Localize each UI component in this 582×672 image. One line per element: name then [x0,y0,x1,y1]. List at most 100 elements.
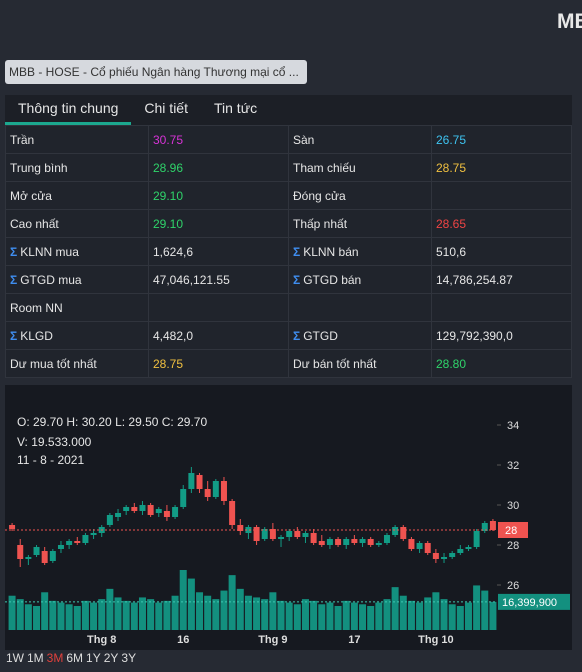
volume-bar [33,606,41,630]
candle-body [416,543,423,549]
candle-body [408,539,415,549]
candle-body [457,549,464,553]
candle-body [286,531,293,537]
y-tick-label: 30 [507,500,519,512]
x-tick-label: 17 [348,634,360,646]
candle-body [278,537,285,539]
label: Room NN [10,300,63,315]
x-tick-label: 16 [177,634,189,646]
table-row: Trung bình 28.96 Tham chiếu 28.75 [5,153,572,182]
cell-label: Mở cửa [5,181,149,210]
label: GTGD [303,328,338,343]
range-button[interactable]: 6M [66,651,84,665]
label: KLGD [20,328,53,343]
volume-bar [155,602,163,630]
cell-value: 30.75 [148,125,289,154]
sigma-icon: Σ [293,244,301,259]
volume-bar [114,597,122,630]
candle-body [326,539,333,545]
cell-label: Σ GTGD [288,321,432,350]
tab[interactable]: Tin tức [213,100,258,116]
volume-bar [196,592,204,630]
volume-bar [269,592,277,630]
cell-label: Tham chiếu [288,153,432,182]
candle-body [90,533,97,535]
range-button[interactable]: 1W [6,651,24,665]
x-tick-label: Thg 9 [258,634,287,646]
volume-bar [147,599,155,630]
sigma-icon: Σ [10,244,18,259]
candle-body [147,505,154,515]
candle-body [180,489,187,507]
y-tick-label: 34 [507,420,519,432]
tab[interactable]: Chi tiết [144,100,188,116]
volume-bar [98,599,106,630]
tab[interactable]: Thông tin chung [5,95,132,125]
volume-bar [293,604,301,630]
range-button[interactable]: 2Y [103,651,119,665]
candle-body [261,529,268,539]
table-row: Mở cửa 29.10 Đóng cửa [5,181,572,210]
volume-bar [16,599,24,630]
cell-value: 28.75 [431,153,572,182]
volume-bar [424,597,432,630]
volume-bar [489,601,497,630]
volume-bar [106,588,114,630]
volume-info: V: 19.533.000 [17,435,92,449]
symbol-button[interactable]: MBB - HOSE - Cổ phiếu Ngân hàng Thương m… [5,60,307,84]
candle-body [294,531,301,537]
cell-label: Room NN [5,293,149,322]
candle-body [359,539,366,543]
cell-label: Trung bình [5,153,149,182]
candle-body [310,533,317,543]
volume-bar [432,592,440,630]
cell-label: Thấp nhất [288,209,432,238]
cell-label: Σ GTGD mua [5,265,149,294]
sigma-icon: Σ [10,328,18,343]
volume-bar [24,604,32,630]
volume-bar [179,570,187,630]
candle-body [188,473,195,489]
range-button[interactable]: 1M [27,651,44,665]
label: Tham chiếu [293,160,356,175]
volume-bar [448,604,456,630]
candle-body [432,553,439,559]
candle-body [253,527,260,541]
candle-body [335,539,342,545]
label: GTGD mua [20,272,82,287]
range-button[interactable]: 3M [46,651,64,665]
range-button[interactable]: 1Y [86,651,101,665]
table-row: Σ KLGD 4,482,0 Σ GTGD 129,792,390,0 [5,321,572,350]
volume-bar [212,599,220,630]
volume-bar [163,600,171,630]
candle-body [375,543,382,545]
volume-bar [81,600,89,630]
volume-bar [8,595,16,630]
volume-bar [204,595,212,630]
cell-label: Dư bán tốt nhất [288,349,432,378]
cell-label: Σ KLGD [5,321,149,350]
volume-bar [220,590,228,630]
volume-bar [456,606,464,630]
cell-value: 28.65 [431,209,572,238]
label: Dư bán tốt nhất [293,356,377,371]
tabs: Thông tin chung Chi tiết Tin tức [5,95,572,125]
label: Dư mua tốt nhất [10,356,97,371]
chart: O: 29.70 H: 30.20 L: 29.50 C: 29.70 V: 1… [5,385,572,650]
candle-body [269,529,276,539]
volume-bar [326,602,334,630]
volume-bar [285,602,293,630]
candle-body [74,541,81,543]
candle-body [131,507,138,511]
cell-value: 29.10 [148,181,289,210]
cell-value: 29.10 [148,209,289,238]
range-button[interactable]: 3Y [121,651,137,665]
table-row: Room NN [5,293,572,322]
last-price-box [498,522,528,538]
volume-bar [440,599,448,630]
volume-bar [310,600,318,630]
info-table: Trần 30.75 Sàn 26.75 Trung bình 28.96 Tham chi… [5,125,572,378]
candle-body [82,535,89,543]
table-row: Trần 30.75 Sàn 26.75 [5,125,572,154]
candle-body [155,509,162,513]
